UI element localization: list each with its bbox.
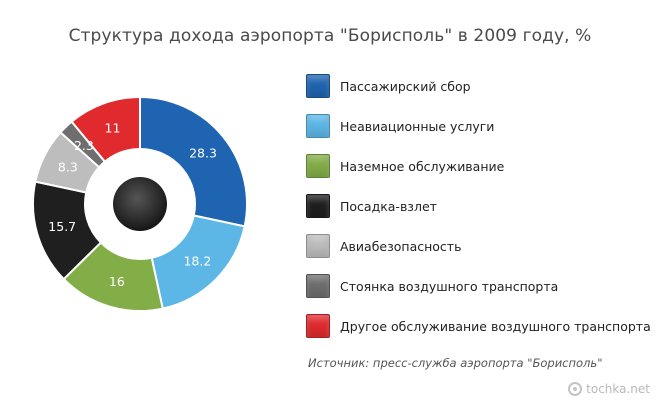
source-note: Источник: пресс-служба аэропорта "Борисп…: [308, 356, 603, 370]
pie-slice-label: 2.3: [74, 138, 94, 153]
legend-swatch: [306, 314, 330, 338]
legend-label: Авиабезопасность: [340, 238, 462, 254]
pie-slice-label: 11: [105, 120, 121, 135]
watermark-text: tochka.net: [586, 382, 650, 396]
legend-label: Наземное обслуживание: [340, 158, 505, 174]
pie-slices: [32, 95, 248, 312]
legend-label: Другое обслуживание воздушного транспорт…: [340, 318, 651, 334]
pie-slice-label: 8.3: [58, 160, 78, 175]
legend-item: Неавиационные услуги: [306, 113, 651, 139]
legend-swatch: [306, 74, 330, 98]
legend-swatch: [306, 154, 330, 178]
legend-label: Стоянка воздушного транспорта: [340, 278, 559, 294]
pie-slice: [139, 95, 248, 228]
legend-swatch: [306, 234, 330, 258]
legend-item: Наземное обслуживание: [306, 153, 651, 179]
pie-slice: [70, 95, 141, 164]
legend-item: Другое обслуживание воздушного транспорт…: [306, 313, 651, 339]
pie-slice-labels: 28.3 18.2 16 15.7 8.3 2.3 11: [48, 120, 217, 289]
legend-item: Пассажирский сбор: [306, 73, 651, 99]
legend: Пассажирский сбор Неавиационные услуги Наз…: [306, 73, 651, 353]
pie-slice-label: 15.7: [48, 219, 76, 234]
pie-slice-label: 18.2: [183, 254, 211, 269]
watermark: tochka.net: [568, 382, 650, 396]
legend-item: Авиабезопасность: [306, 233, 651, 259]
legend-label: Пассажирский сбор: [340, 78, 471, 94]
legend-item: Стоянка воздушного транспорта: [306, 273, 651, 299]
donut-chart: 28.3 18.2 16 15.7 8.3 2.3 11: [32, 95, 248, 312]
legend-item: Посадка-взлет: [306, 193, 651, 219]
tochka-logo-icon: [568, 382, 583, 396]
legend-swatch: [306, 114, 330, 138]
chart-title: Структура дохода аэропорта "Борисполь" в…: [68, 26, 592, 46]
legend-swatch: [306, 274, 330, 298]
donut-hub: [113, 177, 167, 231]
legend-label: Посадка-взлет: [340, 198, 437, 214]
legend-label: Неавиационные услуги: [340, 118, 495, 134]
legend-swatch: [306, 194, 330, 218]
pie-slice-label: 16: [109, 274, 125, 289]
pie-slice-label: 28.3: [189, 146, 217, 161]
